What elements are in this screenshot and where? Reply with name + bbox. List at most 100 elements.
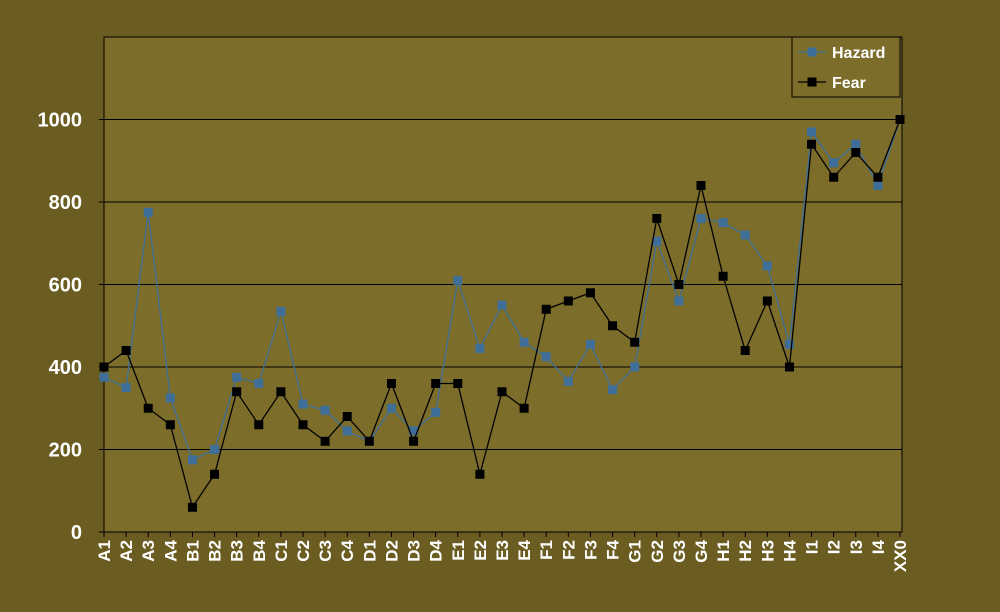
point (143, 207, 153, 217)
point (762, 261, 772, 271)
point (541, 304, 551, 314)
point (630, 337, 640, 347)
point (254, 379, 264, 388)
point (342, 412, 352, 421)
x-tick-label: F2 (559, 540, 578, 560)
legend-box (791, 36, 901, 98)
x-tick-label: B1 (183, 540, 202, 562)
x-tick-label: H4 (780, 539, 799, 561)
point (409, 436, 419, 446)
point (608, 321, 618, 331)
y-tick-label: 800 (49, 192, 82, 214)
x-tick-label: I1 (803, 540, 822, 554)
point (873, 181, 883, 190)
point (718, 218, 728, 228)
point (718, 271, 728, 281)
x-tick-label: E3 (493, 540, 512, 561)
y-tick-label: 600 (49, 275, 82, 297)
x-tick-label: D2 (382, 540, 401, 562)
point (276, 306, 286, 316)
point (740, 346, 750, 355)
point (585, 339, 595, 349)
point (431, 379, 441, 388)
point (386, 403, 396, 413)
point (829, 158, 839, 168)
x-tick-label: E2 (471, 540, 490, 561)
point (784, 362, 794, 372)
point (431, 407, 441, 417)
x-tick-label: G3 (670, 540, 689, 563)
x-tick-label: D4 (427, 539, 446, 561)
point (475, 343, 485, 353)
point (232, 372, 242, 382)
x-tick-label: D1 (360, 540, 379, 562)
y-tick-label: 200 (49, 440, 82, 462)
point (696, 214, 706, 223)
point (210, 445, 220, 454)
legend-label: Hazard (832, 45, 885, 62)
x-tick-label: A2 (117, 540, 136, 562)
point (652, 214, 662, 223)
point (99, 362, 109, 372)
point (187, 455, 197, 465)
point (320, 405, 330, 415)
point (320, 436, 330, 446)
point (630, 362, 640, 372)
point (475, 469, 485, 479)
point (409, 426, 419, 436)
x-tick-label: XX0 (891, 540, 910, 572)
point (187, 502, 197, 512)
x-tick-label: I4 (869, 539, 888, 554)
point (563, 296, 573, 306)
point (121, 346, 131, 355)
x-tick-label: G4 (692, 539, 711, 562)
x-tick-label: I2 (825, 540, 844, 554)
point (674, 280, 684, 289)
x-tick-label: C4 (338, 539, 357, 561)
x-tick-label: H3 (758, 540, 777, 562)
y-tick-label: 0 (71, 522, 82, 544)
point (652, 236, 662, 246)
x-tick-label: D3 (405, 540, 424, 562)
x-tick-label: A3 (139, 540, 158, 562)
x-tick-label: B3 (228, 540, 247, 562)
point (386, 379, 396, 388)
y-tick-label: 1000 (38, 110, 83, 132)
x-tick-label: C3 (316, 540, 335, 562)
point (807, 127, 817, 137)
point (497, 387, 507, 397)
x-tick-label: F3 (581, 540, 600, 560)
x-tick-label: C1 (272, 540, 291, 562)
point (165, 393, 175, 403)
legend-marker (807, 77, 817, 87)
point (165, 420, 175, 430)
point (121, 383, 131, 393)
point (807, 139, 817, 149)
x-tick-label: G1 (626, 540, 645, 563)
point (585, 288, 595, 298)
x-tick-label: C2 (294, 540, 313, 562)
point (873, 172, 883, 182)
point (342, 426, 352, 436)
point (829, 172, 839, 182)
legend-label: Fear (832, 75, 866, 92)
point (453, 275, 463, 285)
point (210, 469, 220, 479)
x-tick-label: B2 (206, 540, 225, 562)
x-tick-label: I3 (847, 540, 866, 554)
point (364, 436, 374, 446)
point (298, 420, 308, 430)
x-tick-label: E4 (515, 539, 534, 560)
point (453, 379, 463, 388)
x-tick-label: E1 (449, 540, 468, 561)
point (851, 148, 861, 157)
point (497, 300, 507, 310)
point (851, 139, 861, 149)
point (563, 376, 573, 386)
point (232, 387, 242, 397)
point (674, 296, 684, 306)
point (519, 337, 529, 347)
point (298, 399, 308, 409)
x-tick-label: A4 (161, 539, 180, 561)
x-tick-label: G2 (648, 540, 667, 563)
